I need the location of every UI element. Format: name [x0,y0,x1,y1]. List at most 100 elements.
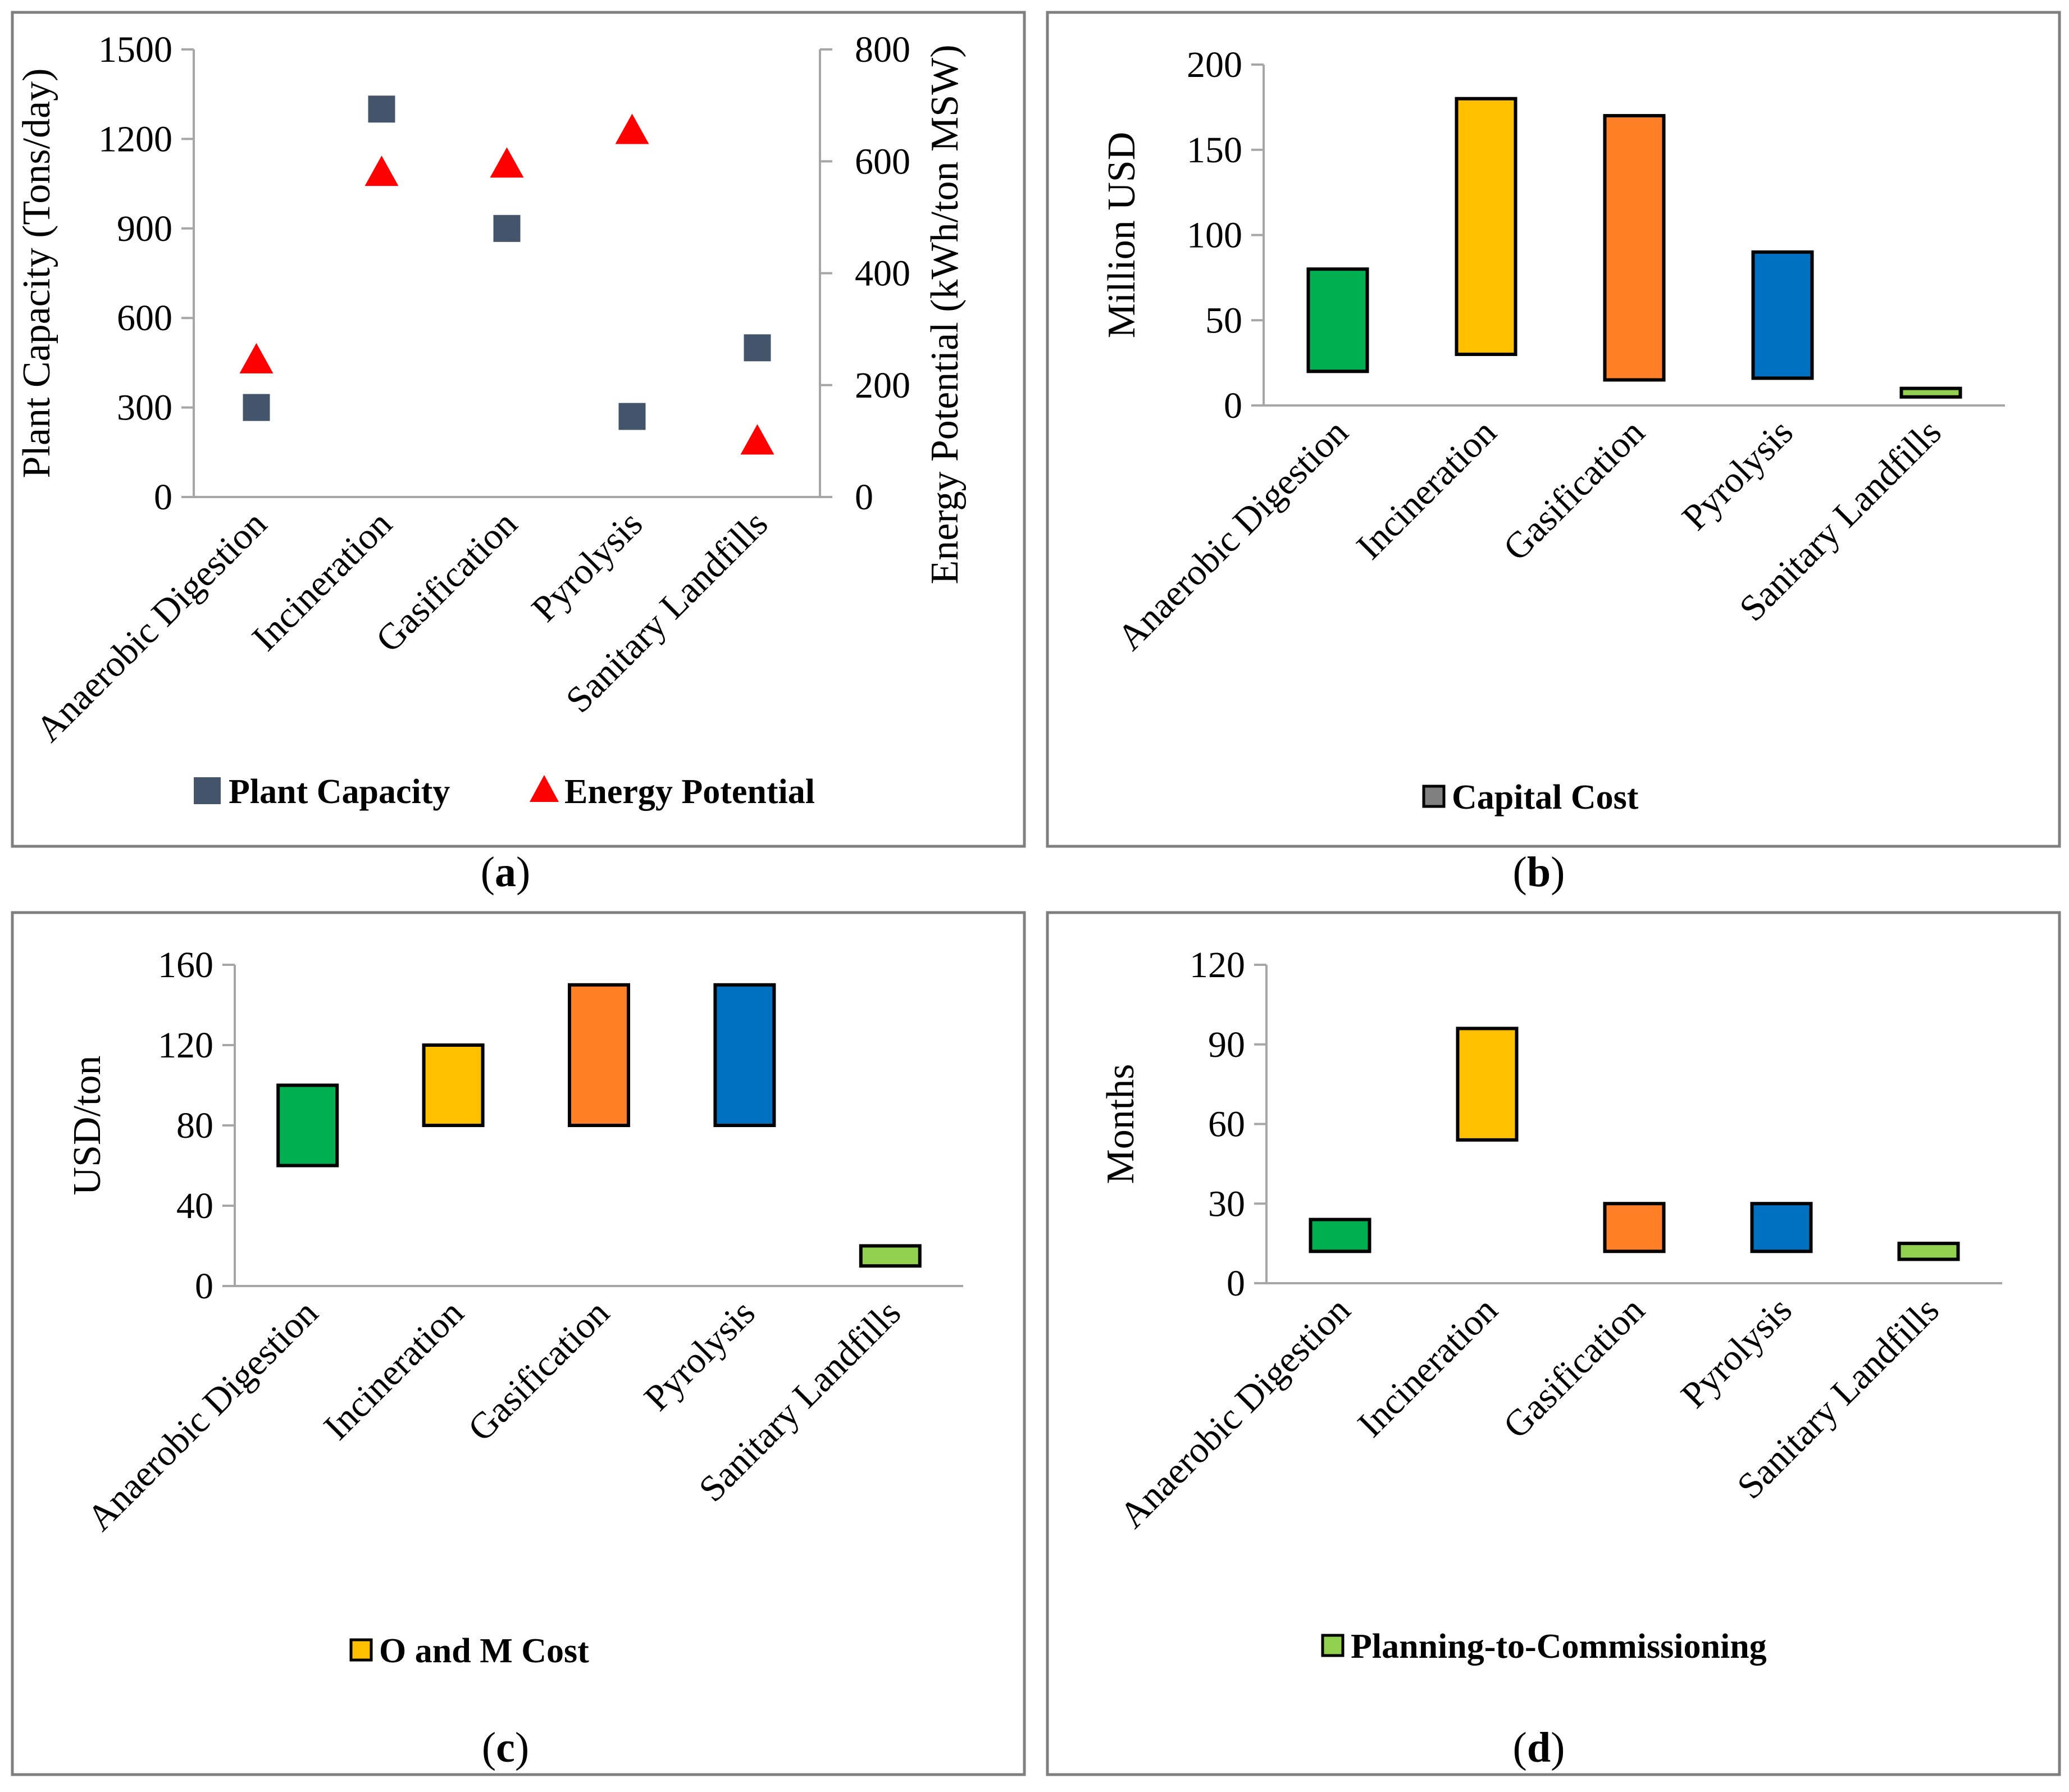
category-label-b-3: Pyrolysis [1674,412,1801,538]
y2-axis-title-a: Energy Potential (kWh/ton MSW) [923,44,967,584]
y2-tick-label-a-0: 0 [855,477,873,518]
category-label-d-3: Pyrolysis [1673,1289,1799,1416]
bar-c-0 [276,1083,339,1168]
category-label-a-3: Pyrolysis [524,503,650,630]
y-tick-label-a-4: 1200 [98,118,172,159]
panel-frame-d [1046,911,2061,1776]
y-axis-title-d: Months [1099,1064,1142,1184]
y2-tick-label-a-3: 600 [855,141,910,182]
bar-b-0 [1306,267,1369,373]
category-label-d-1: Incineration [1350,1289,1506,1445]
marker-plant-capacity-2 [493,215,521,242]
caption-letter-c: c [496,1724,515,1771]
legend-label-d: Planning-to-Commissioning [1351,1627,1767,1666]
y-tick-label-a-0: 0 [154,477,172,518]
y-tick-label-b-0: 0 [1224,385,1242,426]
y-tick-label-a-3: 900 [117,208,172,249]
bar-b-4 [1899,386,1962,399]
marker-plant-capacity-1 [368,95,395,123]
category-label-a-0: Anaerobic Digestion [28,503,275,750]
legend-swatch-d [1321,1634,1345,1657]
y-tick-label-d-0: 0 [1227,1263,1245,1304]
y-tick-label-b-3: 150 [1187,130,1242,171]
y-tick-label-a-1: 300 [117,387,172,428]
y-tick-label-d-2: 60 [1208,1104,1245,1145]
y-axis-title-c: USD/ton [66,1056,109,1196]
panel-d: 0 30 60 90 120 Months Anaerobic DigestionIncin… [1046,911,2061,1776]
caption-paren-open: ( [482,1724,496,1771]
category-label-b-0: Anaerobic Digestion [1109,412,1356,658]
category-label-c-0: Anaerobic Digestion [79,1292,326,1539]
legend-label-energy-potential: Energy Potential [564,773,815,811]
bar-c-1 [422,1043,485,1127]
marker-energy-potential-4 [740,424,774,455]
caption-letter-a: a [495,849,516,896]
panel-frame-a [11,11,1026,848]
caption-paren-close: ) [516,849,530,896]
bar-d-4 [1897,1242,1960,1261]
legend-label-plant-capacity: Plant Capacity [229,773,450,811]
bar-b-2 [1603,114,1666,382]
caption-paren-close: ) [515,1724,529,1771]
category-label-c-1: Incineration [316,1292,472,1448]
y-tick-label-d-1: 30 [1208,1183,1245,1224]
bar-d-1 [1456,1027,1519,1142]
caption-paren-open: ( [1513,849,1527,896]
bar-c-2 [568,983,630,1127]
legend-label-c: O and M Cost [379,1632,589,1670]
bar-d-0 [1309,1218,1371,1253]
panel-b: 0 50 100 150 200 Million USD Anaerobic Digesti… [1046,11,2061,896]
category-label-b-1: Incineration [1349,412,1505,567]
marker-energy-potential-0 [239,343,274,373]
caption-letter-b: b [1527,849,1551,896]
panel-c: 0 40 80 120 160 USD/ton Anaerobic DigestionInc… [11,911,1026,1776]
panel-frame-c [11,911,1026,1776]
marker-plant-capacity-4 [744,334,771,362]
caption-paren-close: ) [1551,1724,1565,1771]
bar-d-3 [1750,1202,1813,1253]
y-tick-label-b-1: 50 [1205,300,1242,341]
marker-energy-potential-2 [490,147,524,178]
legend-label-b: Capital Cost [1452,778,1639,817]
caption-paren-open: ( [1513,1724,1527,1771]
y-tick-label-b-2: 100 [1187,215,1242,256]
legend-square-icon [194,777,221,804]
bar-b-3 [1751,250,1814,380]
panel-a: 0 300 600 900 1200 1500 Plant Capacity (Tons/d… [11,11,1026,896]
y-tick-label-c-4: 160 [158,945,213,986]
y-tick-label-c-0: 0 [195,1266,213,1307]
y-tick-label-d-3: 90 [1208,1024,1245,1065]
marker-plant-capacity-3 [618,403,646,430]
bar-d-2 [1603,1202,1666,1253]
legend-swatch-b [1422,785,1446,808]
y2-tick-label-a-1: 200 [855,365,910,406]
caption-letter-d: d [1527,1724,1551,1771]
bar-b-1 [1455,97,1517,356]
bar-c-4 [859,1244,922,1268]
legend-swatch-c [349,1638,373,1662]
bar-c-3 [713,983,776,1127]
marker-energy-potential-3 [615,113,649,144]
y2-tick-label-a-2: 400 [855,253,910,294]
marker-plant-capacity-0 [243,394,270,421]
y-tick-label-a-2: 600 [117,298,172,339]
category-label-c-3: Pyrolysis [636,1292,763,1419]
caption-paren-open: ( [481,849,495,896]
y2-tick-label-a-4: 800 [855,29,910,70]
category-label-d-0: Anaerobic Digestion [1111,1289,1358,1536]
y-tick-label-c-3: 120 [158,1025,213,1066]
y-tick-label-b-4: 200 [1187,44,1242,85]
panel-caption-b: (b) [1513,849,1565,896]
category-label-c-2: Gasification [460,1292,617,1449]
panel-caption-a: (a) [481,849,531,896]
y-axis-title-b: Million USD [1100,132,1143,339]
legend-triangle-icon [530,775,559,802]
y-axis-title-a: Plant Capacity (Tons/day) [15,69,58,478]
caption-paren-close: ) [1551,849,1565,896]
y-tick-label-c-1: 40 [176,1185,213,1226]
category-label-d-2: Gasification [1496,1289,1653,1447]
y-tick-label-c-2: 80 [176,1105,213,1146]
panel-caption-c: (c) [482,1724,529,1771]
panel-caption-d: (d) [1513,1724,1565,1771]
